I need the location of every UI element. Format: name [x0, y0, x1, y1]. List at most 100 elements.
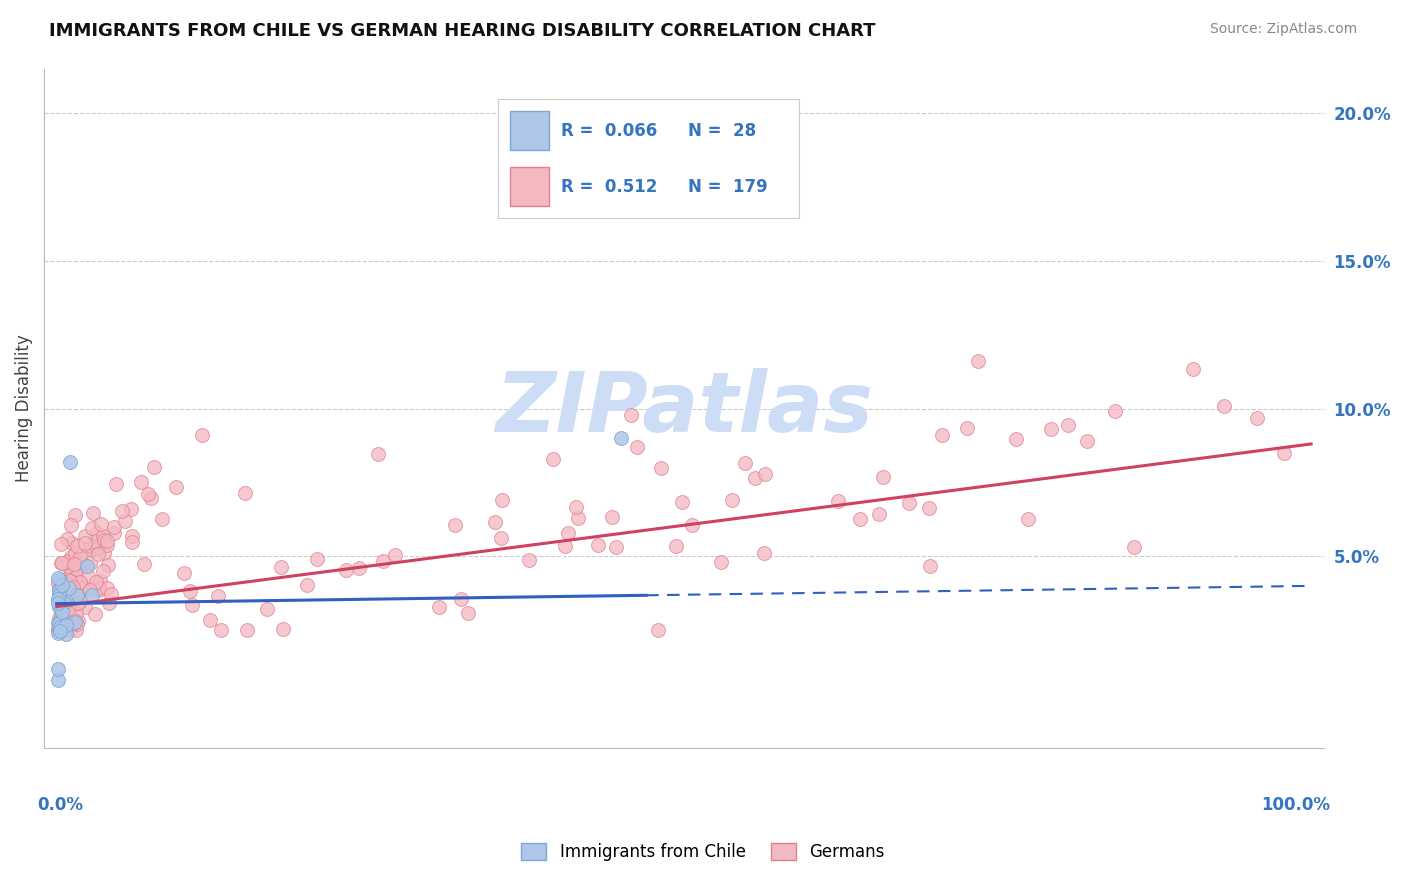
- Point: [66, 539, 89, 553]
- Point: [96, 538, 118, 552]
- Point: [53, 584, 76, 599]
- Point: [620, 409, 643, 423]
- Point: [69, 549, 91, 564]
- Text: ZIPatlas: ZIPatlas: [495, 368, 873, 449]
- Point: [51, 610, 73, 624]
- Point: [60, 618, 83, 632]
- Point: [139, 491, 162, 505]
- Point: [489, 531, 512, 545]
- Point: [371, 553, 394, 567]
- Point: [49, 556, 72, 570]
- Point: [671, 495, 693, 509]
- Point: [103, 519, 125, 533]
- Point: [98, 596, 121, 610]
- Point: [65, 546, 87, 560]
- Point: [63, 557, 86, 571]
- Point: [52, 603, 75, 617]
- Point: [517, 553, 540, 567]
- Point: [59, 550, 82, 565]
- Point: [1076, 434, 1098, 449]
- Point: [65, 566, 87, 580]
- Point: [84, 607, 107, 621]
- Point: [77, 569, 100, 583]
- Point: [90, 517, 112, 532]
- Point: [681, 518, 703, 533]
- Point: [1246, 410, 1268, 425]
- Point: [347, 561, 370, 575]
- Point: [134, 558, 156, 572]
- Point: [70, 581, 93, 595]
- Point: [93, 528, 115, 542]
- Point: [49, 620, 72, 634]
- Point: [76, 558, 98, 573]
- Point: [55, 626, 77, 640]
- Point: [46, 662, 69, 676]
- Point: [626, 440, 648, 454]
- Point: [103, 526, 125, 541]
- Point: [1017, 511, 1039, 525]
- Point: [52, 589, 75, 603]
- Point: [710, 555, 733, 569]
- Point: [849, 512, 872, 526]
- Point: [89, 582, 111, 596]
- Legend: Immigrants from Chile, Germans: Immigrants from Chile, Germans: [515, 836, 891, 868]
- Point: [87, 582, 110, 597]
- Point: [450, 591, 472, 606]
- Point: [56, 532, 79, 546]
- Point: [600, 510, 623, 524]
- Point: [96, 533, 118, 548]
- Point: [65, 588, 87, 602]
- Point: [84, 574, 107, 589]
- Point: [384, 548, 406, 562]
- Point: [86, 547, 108, 561]
- Point: [305, 552, 328, 566]
- Point: [56, 577, 79, 591]
- Point: [46, 575, 69, 590]
- Point: [97, 558, 120, 572]
- Point: [59, 624, 82, 638]
- Point: [63, 613, 86, 627]
- Point: [165, 480, 187, 494]
- Point: [111, 504, 134, 518]
- Point: [444, 518, 467, 533]
- Point: [136, 487, 159, 501]
- Point: [83, 534, 105, 549]
- Point: [1213, 399, 1236, 413]
- Point: [51, 577, 73, 591]
- Point: [59, 455, 82, 469]
- Point: [49, 624, 72, 639]
- Point: [744, 471, 766, 485]
- Point: [59, 518, 82, 533]
- Point: [86, 541, 108, 556]
- Point: [868, 507, 890, 521]
- Point: [1272, 446, 1295, 460]
- Point: [55, 618, 77, 632]
- Point: [335, 563, 357, 577]
- Point: [69, 581, 91, 595]
- Point: [51, 557, 73, 571]
- Point: [190, 427, 212, 442]
- Text: 0.0%: 0.0%: [38, 796, 84, 814]
- Point: [931, 428, 953, 442]
- Point: [49, 537, 72, 551]
- Point: [60, 564, 83, 578]
- Point: [79, 582, 101, 597]
- Point: [53, 594, 76, 608]
- Point: [56, 554, 79, 568]
- Point: [51, 615, 73, 630]
- Point: [665, 539, 688, 553]
- Point: [46, 596, 69, 610]
- Point: [48, 615, 70, 630]
- Point: [827, 494, 849, 508]
- Point: [752, 546, 775, 560]
- Point: [89, 574, 111, 588]
- Point: [66, 596, 89, 610]
- Point: [120, 502, 142, 516]
- Point: [46, 591, 69, 606]
- Point: [48, 624, 70, 638]
- Point: [150, 512, 173, 526]
- Point: [51, 613, 73, 627]
- Point: [567, 511, 589, 525]
- Point: [650, 461, 672, 475]
- Point: [956, 421, 979, 435]
